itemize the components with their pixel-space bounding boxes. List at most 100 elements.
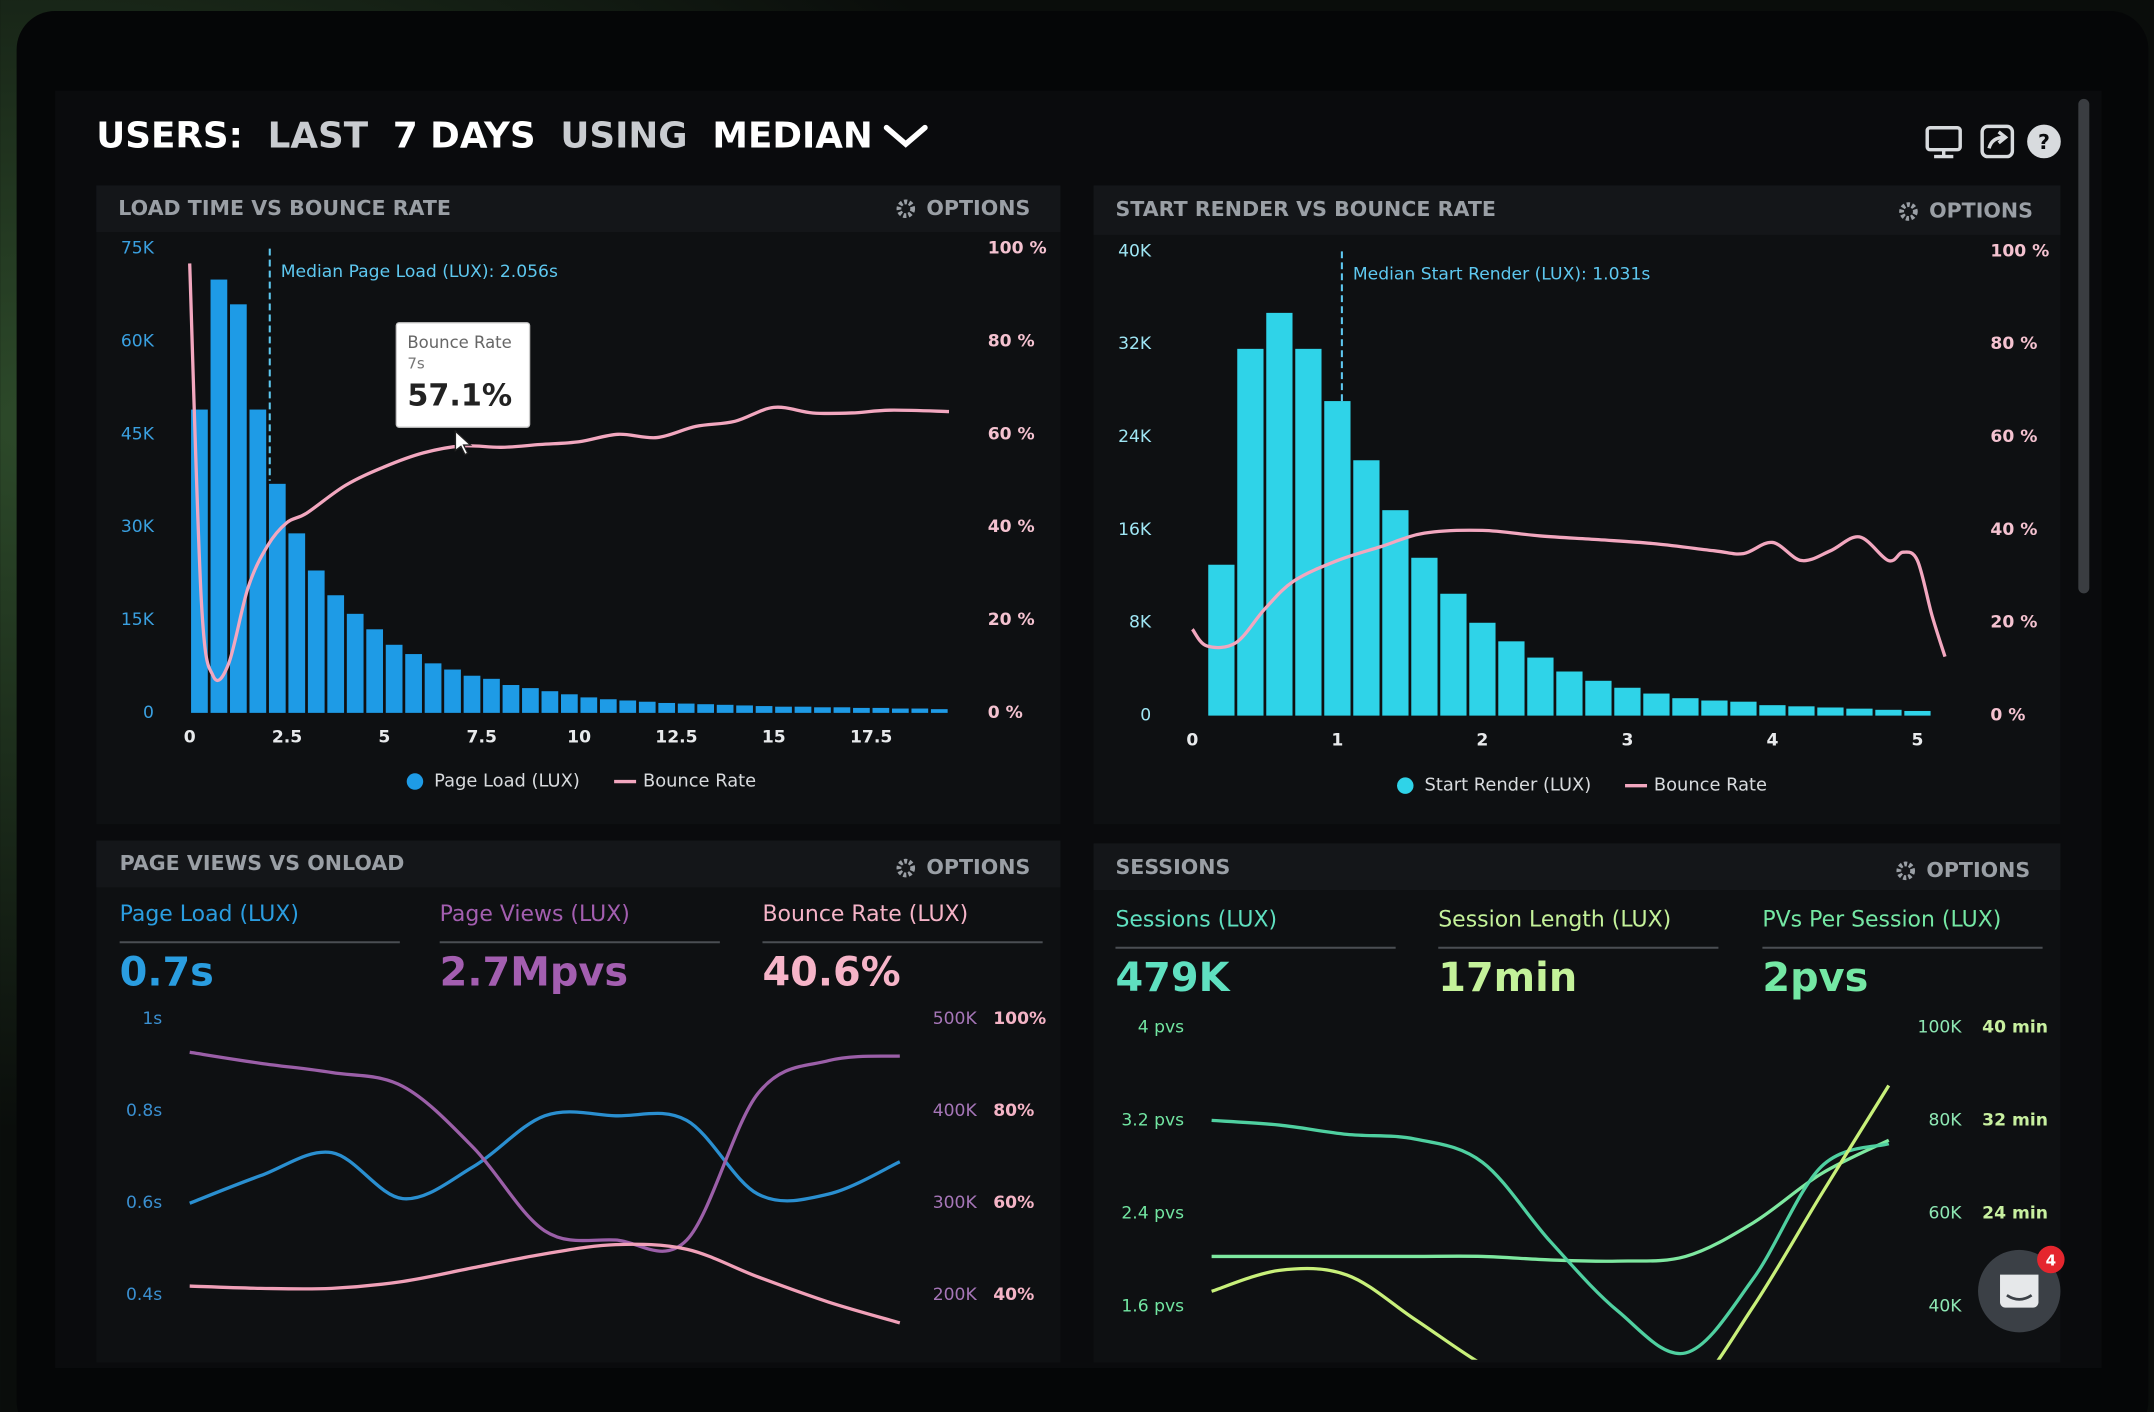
options-button[interactable]: OPTIONS bbox=[1926, 858, 2030, 882]
y2-tick-label: 0 % bbox=[1990, 706, 2025, 726]
share-icon[interactable] bbox=[1980, 124, 2015, 159]
y-tick-label: 32K bbox=[1118, 334, 1152, 354]
chart: PAGE VIEWS VS ONLOAD OPTIONS Page Load (LU… bbox=[120, 851, 1046, 1325]
histogram-bar bbox=[1904, 710, 1931, 716]
legend-label: Bounce Rate bbox=[1654, 775, 1767, 796]
options-button[interactable]: OPTIONS bbox=[926, 196, 1030, 220]
options-button[interactable]: OPTIONS bbox=[926, 855, 1030, 879]
legend-dot bbox=[1397, 777, 1414, 794]
histogram-bar bbox=[1556, 671, 1583, 716]
kpi-label: Session Length (LUX) bbox=[1438, 907, 1671, 932]
kpi-label: PVs Per Session (LUX) bbox=[1762, 907, 2001, 932]
panel bbox=[96, 840, 1061, 1363]
series-line bbox=[1211, 1084, 1891, 1360]
y-tick-label: 0.6s bbox=[126, 1193, 162, 1213]
kpi-value: 2.7Mpvs bbox=[440, 950, 628, 996]
y3-tick-label: 40% bbox=[993, 1285, 1034, 1305]
histogram-bar bbox=[307, 570, 325, 713]
y-tick-label: 24K bbox=[1118, 427, 1152, 447]
histogram-bar bbox=[1353, 460, 1380, 716]
histogram-bar bbox=[560, 694, 578, 713]
histogram-bar bbox=[891, 708, 909, 713]
histogram-bar bbox=[911, 708, 929, 713]
y2-tick-label: 20 % bbox=[988, 610, 1035, 630]
x-tick-label: 12.5 bbox=[655, 728, 697, 748]
y-tick-label: 0 bbox=[143, 703, 154, 723]
histogram-bar bbox=[1846, 708, 1873, 716]
y-tick-label: 1.6 pvs bbox=[1121, 1296, 1184, 1316]
kpi-label: Page Views (LUX) bbox=[440, 902, 630, 927]
histogram-bar bbox=[1585, 680, 1612, 716]
series-line bbox=[189, 1242, 901, 1325]
chat-launcher[interactable]: 4 bbox=[1978, 1245, 2065, 1333]
x-tick-label: 2.5 bbox=[272, 728, 302, 748]
tooltip-value: 57.1% bbox=[407, 378, 512, 413]
y3-tick-label: 100% bbox=[993, 1009, 1046, 1029]
badge bbox=[2037, 1245, 2065, 1274]
x-tick-label: 0 bbox=[1186, 730, 1198, 750]
kpi-value: 40.6% bbox=[762, 950, 900, 996]
histogram-bar bbox=[405, 654, 422, 713]
series-line bbox=[1211, 1118, 1890, 1356]
y-tick-label: 3.2 pvs bbox=[1121, 1110, 1184, 1130]
histogram-bar bbox=[638, 701, 656, 713]
histogram-bar bbox=[1498, 641, 1525, 716]
panel-header bbox=[1093, 843, 2061, 891]
kpi-label: Bounce Rate (LUX) bbox=[762, 902, 968, 927]
x-tick-label: 7.5 bbox=[467, 728, 497, 748]
monitor-icon[interactable] bbox=[1925, 126, 1962, 159]
panel-title: PAGE VIEWS VS ONLOAD bbox=[120, 851, 405, 875]
dropdown-chevron[interactable] bbox=[883, 124, 928, 148]
histogram-bar bbox=[463, 675, 481, 713]
y2-tick-label: 40K bbox=[1928, 1296, 1962, 1316]
options-button[interactable]: OPTIONS bbox=[1929, 199, 2033, 223]
histogram-bar bbox=[716, 704, 734, 713]
histogram-bar bbox=[444, 669, 461, 713]
histogram-bar bbox=[327, 595, 345, 713]
kpi-value: 0.7s bbox=[120, 950, 214, 996]
scrollbar[interactable] bbox=[2078, 98, 2090, 594]
x-tick-label: 4 bbox=[1766, 730, 1778, 750]
x-tick-label: 2 bbox=[1476, 730, 1488, 750]
histogram-bar bbox=[502, 685, 520, 713]
dashboard-title[interactable]: USERS: LAST 7 DAYS USING MEDIAN bbox=[96, 115, 872, 156]
y2-tick-label: 100 % bbox=[1990, 241, 2049, 261]
kpi-value: 479K bbox=[1115, 955, 1231, 1001]
histogram-bar bbox=[1469, 622, 1496, 716]
y-tick-label: 1s bbox=[142, 1009, 162, 1029]
y-tick-label: 40K bbox=[1118, 241, 1152, 261]
title-part: LAST bbox=[268, 115, 369, 156]
y-tick-label: 45K bbox=[121, 424, 155, 444]
y3-tick-label: 40 min bbox=[1982, 1017, 2048, 1037]
series-line bbox=[1211, 1138, 1890, 1263]
panel-title: SESSIONS bbox=[1115, 855, 1230, 879]
toolbar: ? bbox=[1925, 124, 2061, 159]
histogram-bar bbox=[1237, 348, 1264, 716]
y-tick-label: 2.4 pvs bbox=[1121, 1203, 1184, 1223]
y2-tick-label: 300K bbox=[933, 1193, 978, 1213]
histogram-bar bbox=[794, 706, 812, 713]
y2-tick-label: 100K bbox=[1918, 1017, 1963, 1037]
median-label: Median Page Load (LUX): 2.056s bbox=[281, 262, 558, 282]
kpi-value: 17min bbox=[1438, 955, 1577, 1001]
tooltip-box bbox=[395, 322, 531, 428]
plot-area bbox=[1211, 1084, 1891, 1360]
y2-tick-label: 80 % bbox=[1990, 334, 2037, 354]
tooltip-title: Bounce Rate bbox=[407, 333, 511, 352]
y2-tick-label: 60K bbox=[1928, 1203, 1962, 1223]
y3-tick-label: 32 min bbox=[1982, 1110, 2048, 1130]
panel-header bbox=[1093, 185, 2061, 235]
histogram-bar bbox=[483, 678, 500, 713]
y-tick-label: 60K bbox=[121, 331, 155, 351]
series-line bbox=[1191, 528, 1947, 658]
histogram-bar bbox=[541, 691, 559, 713]
title-part: USING bbox=[560, 115, 687, 156]
histogram-bar bbox=[619, 700, 637, 713]
panel-title: START RENDER VS BOUNCE RATE bbox=[1115, 197, 1495, 221]
histogram-bar bbox=[599, 699, 617, 713]
histogram-bar bbox=[288, 533, 306, 713]
x-tick-label: 5 bbox=[1911, 730, 1923, 750]
help-icon[interactable]: ? bbox=[2027, 124, 2061, 159]
